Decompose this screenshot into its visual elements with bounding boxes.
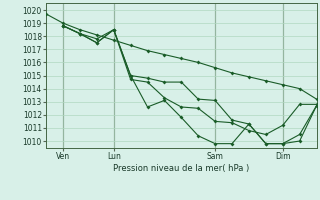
- X-axis label: Pression niveau de la mer( hPa ): Pression niveau de la mer( hPa ): [113, 164, 249, 173]
